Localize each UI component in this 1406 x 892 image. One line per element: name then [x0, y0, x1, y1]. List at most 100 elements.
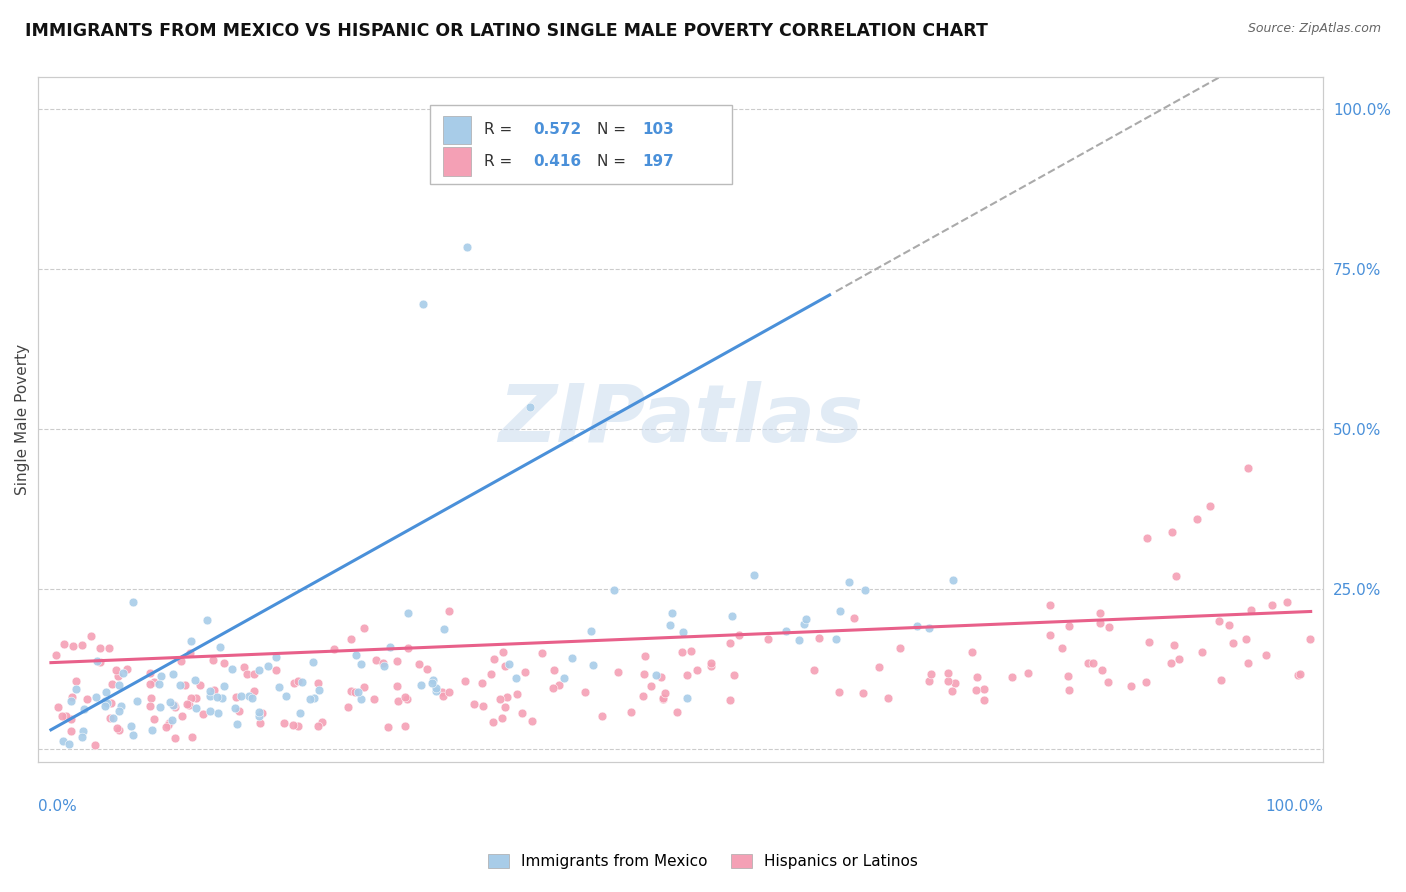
Point	[489, 691, 512, 706]
Point	[311, 715, 333, 730]
Point	[868, 659, 890, 673]
Point	[198, 689, 221, 703]
Point	[112, 665, 135, 680]
Point	[395, 691, 418, 706]
Point	[221, 662, 243, 676]
Point	[591, 709, 613, 723]
Point	[728, 628, 751, 642]
Point	[543, 663, 565, 677]
Text: N =: N =	[598, 122, 631, 137]
Point	[156, 718, 179, 732]
Point	[79, 629, 101, 643]
Point	[115, 662, 138, 676]
Point	[170, 654, 193, 668]
Point	[1161, 524, 1184, 539]
Point	[353, 680, 375, 694]
Point	[519, 400, 541, 414]
Legend: Immigrants from Mexico, Hispanics or Latinos: Immigrants from Mexico, Hispanics or Lat…	[482, 848, 924, 875]
Point	[387, 694, 409, 708]
Point	[1039, 598, 1062, 612]
Point	[201, 653, 224, 667]
Point	[936, 666, 959, 681]
Point	[1240, 603, 1263, 617]
Point	[212, 656, 235, 670]
Point	[84, 738, 107, 752]
Point	[184, 673, 207, 688]
Point	[173, 678, 195, 692]
Point	[1137, 635, 1160, 649]
Point	[155, 720, 177, 734]
Point	[1121, 679, 1143, 693]
Point	[52, 637, 75, 651]
Y-axis label: Single Male Poverty: Single Male Poverty	[15, 344, 30, 495]
Point	[380, 640, 402, 655]
Point	[65, 673, 87, 688]
Point	[654, 686, 676, 700]
Point	[287, 719, 309, 733]
Point	[1135, 675, 1157, 690]
Point	[98, 711, 121, 725]
Point	[1050, 641, 1073, 656]
Point	[825, 632, 848, 647]
Point	[644, 668, 666, 682]
Point	[1090, 606, 1112, 620]
Point	[121, 728, 143, 742]
Point	[238, 689, 260, 703]
Point	[105, 663, 128, 677]
Point	[307, 719, 329, 733]
Point	[249, 715, 271, 730]
Point	[506, 687, 529, 701]
Point	[582, 658, 605, 673]
Point	[408, 657, 430, 672]
Point	[165, 731, 187, 745]
Point	[58, 737, 80, 751]
Point	[830, 604, 852, 618]
Point	[247, 705, 270, 719]
Point	[941, 684, 963, 698]
Point	[307, 676, 329, 690]
Point	[181, 730, 204, 744]
Point	[962, 644, 984, 658]
Point	[454, 674, 477, 689]
Point	[723, 668, 745, 682]
Point	[1275, 595, 1298, 609]
Point	[1261, 598, 1284, 612]
Point	[505, 671, 527, 685]
Point	[190, 678, 212, 692]
Point	[373, 659, 395, 673]
Point	[235, 667, 257, 681]
Point	[247, 663, 270, 677]
Point	[492, 645, 515, 659]
Point	[676, 667, 699, 681]
Point	[233, 660, 256, 674]
Point	[371, 656, 394, 670]
Point	[838, 575, 860, 590]
Point	[364, 653, 387, 667]
Point	[1056, 669, 1078, 683]
Point	[510, 706, 533, 721]
Point	[1164, 568, 1187, 582]
Point	[471, 676, 494, 690]
Point	[105, 721, 128, 735]
Point	[308, 683, 330, 698]
Point	[65, 681, 87, 696]
Point	[396, 641, 419, 656]
Point	[288, 706, 311, 721]
Point	[498, 657, 520, 672]
Point	[110, 698, 132, 713]
Point	[432, 689, 454, 703]
Point	[100, 696, 122, 710]
Point	[127, 694, 149, 708]
Point	[422, 673, 444, 687]
Point	[159, 696, 181, 710]
Text: 103: 103	[643, 122, 673, 137]
Point	[302, 655, 325, 669]
Point	[103, 711, 125, 725]
Point	[163, 700, 186, 714]
Point	[1081, 656, 1104, 670]
Point	[650, 670, 672, 684]
Point	[350, 657, 373, 672]
Point	[257, 659, 280, 673]
Point	[917, 621, 939, 635]
Point	[170, 709, 193, 723]
